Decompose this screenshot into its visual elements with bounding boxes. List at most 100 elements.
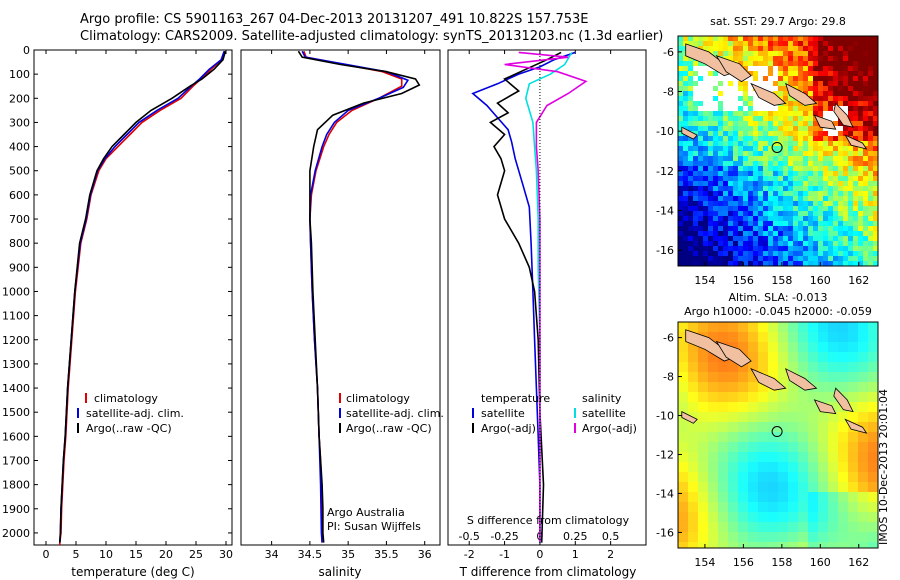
sst-cell	[773, 146, 778, 151]
sst-cell	[788, 126, 793, 131]
sla-cell	[708, 452, 718, 462]
y-tick-label: -12	[656, 165, 674, 178]
sst-cell	[693, 261, 698, 266]
sst-cell	[773, 171, 778, 176]
sla-cell	[798, 342, 808, 352]
sst-cell	[863, 56, 868, 61]
sst-cell	[808, 216, 813, 221]
sst-cell	[838, 96, 843, 101]
sst-cell	[853, 146, 858, 151]
sla-cell	[768, 432, 778, 442]
sst-cell	[858, 166, 863, 171]
sla-cell	[858, 432, 868, 442]
sst-cell	[768, 56, 773, 61]
x-tick-label: 2	[607, 548, 614, 561]
sst-cell	[703, 101, 708, 106]
sst-cell	[848, 201, 853, 206]
sst-cell	[758, 156, 763, 161]
sst-cell	[853, 61, 858, 66]
sst-cell	[843, 96, 848, 101]
sst-cell	[783, 56, 788, 61]
sla-cell	[818, 372, 828, 382]
sst-cell	[873, 56, 878, 61]
sst-cell	[743, 81, 748, 86]
sst-cell	[703, 246, 708, 251]
sst-cell	[838, 126, 843, 131]
sst-cell	[688, 226, 693, 231]
sst-cell	[833, 196, 838, 201]
sla-cell	[778, 512, 788, 522]
sst-cell	[808, 116, 813, 121]
sst-cell	[793, 211, 798, 216]
sst-cell	[788, 141, 793, 146]
sst-cell	[693, 201, 698, 206]
sst-cell	[863, 41, 868, 46]
sst-cell	[713, 151, 718, 156]
sst-cell	[743, 211, 748, 216]
sst-cell	[753, 51, 758, 56]
sst-cell	[728, 211, 733, 216]
sst-cell	[808, 41, 813, 46]
sst-cell	[828, 86, 833, 91]
sst-cell	[778, 131, 783, 136]
sla-cell	[808, 362, 818, 372]
sla-cell	[858, 472, 868, 482]
sst-cell	[758, 241, 763, 246]
sst-cell	[728, 241, 733, 246]
sst-cell	[843, 126, 848, 131]
sla-cell	[848, 502, 858, 512]
sla-cell	[728, 432, 738, 442]
sst-cell	[803, 186, 808, 191]
sst-cell	[818, 251, 823, 256]
sst-cell	[778, 71, 783, 76]
sla-cell	[708, 422, 718, 432]
sst-cell	[758, 126, 763, 131]
sla-cell	[748, 322, 758, 332]
sst-cell	[738, 226, 743, 231]
sla-cell	[858, 342, 868, 352]
sla-cell	[768, 452, 778, 462]
sla-cell	[788, 542, 798, 548]
sst-cell	[818, 111, 823, 116]
sst-cell	[868, 126, 873, 131]
sst-cell	[858, 261, 863, 266]
sst-cell	[873, 126, 878, 131]
sst-cell	[848, 206, 853, 211]
sst-cell	[853, 226, 858, 231]
sst-cell	[773, 206, 778, 211]
sst-cell	[733, 91, 738, 96]
sst-cell	[863, 156, 868, 161]
sst-cell	[843, 36, 848, 41]
sla-cell	[848, 522, 858, 532]
sst-cell	[858, 96, 863, 101]
sst-cell	[778, 261, 783, 266]
sst-cell	[678, 91, 683, 96]
sst-cell	[723, 136, 728, 141]
note-institution: Argo Australia	[327, 506, 405, 519]
sst-cell	[733, 101, 738, 106]
sst-cell	[753, 176, 758, 181]
sla-cell	[808, 472, 818, 482]
sst-cell	[703, 211, 708, 216]
sst-cell	[688, 71, 693, 76]
sst-cell	[703, 151, 708, 156]
sst-cell	[733, 181, 738, 186]
sst-cell	[688, 106, 693, 111]
sst-cell	[708, 126, 713, 131]
sst-cell	[833, 226, 838, 231]
sst-cell	[823, 171, 828, 176]
sla-cell	[718, 452, 728, 462]
sst-cell	[728, 226, 733, 231]
sst-cell	[748, 216, 753, 221]
sst-cell	[728, 251, 733, 256]
sla-cell	[738, 482, 748, 492]
sst-cell	[848, 131, 853, 136]
sst-cell	[818, 186, 823, 191]
sst-cell	[853, 126, 858, 131]
sst-cell	[753, 171, 758, 176]
sla-cell	[848, 372, 858, 382]
sst-cell	[748, 86, 753, 91]
y-tick-label: 1600	[2, 430, 30, 443]
sla-cell	[708, 502, 718, 512]
sst-cell	[753, 161, 758, 166]
